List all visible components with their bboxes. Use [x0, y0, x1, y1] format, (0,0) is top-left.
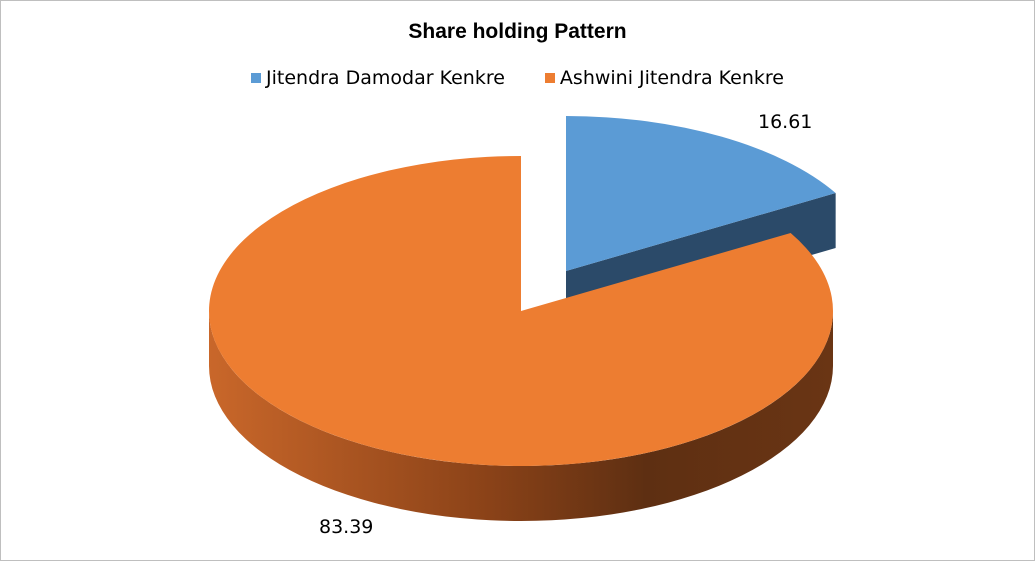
data-label: 83.39: [319, 516, 374, 538]
chart-title: Share holding Pattern: [408, 20, 627, 43]
legend-label: Jitendra Damodar Kenkre: [266, 67, 505, 89]
pie-slice-jitendra: [566, 116, 836, 271]
pie-slice-ashwini: [208, 156, 834, 466]
data-label: 16.61: [758, 111, 813, 133]
legend-swatch: [544, 73, 555, 83]
legend-item: Ashwini Jitendra Kenkre: [544, 67, 784, 89]
legend-label: Ashwini Jitendra Kenkre: [559, 67, 784, 89]
legend-item: Jitendra Damodar Kenkre: [251, 67, 505, 89]
legend-swatch: [251, 73, 261, 83]
legend: Jitendra Damodar Kenkre Ashwini Jitendra…: [1, 67, 1034, 89]
pie-slice-side-ashwini: [209, 311, 833, 521]
